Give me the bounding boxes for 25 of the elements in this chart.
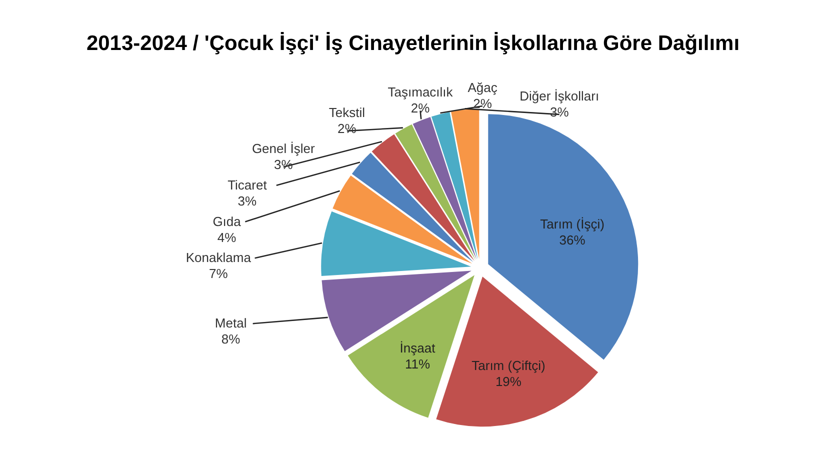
slice-label: Ticaret [228, 177, 268, 192]
chart-title: 2013-2024 / 'Çocuk İşçi' İş Cinayetlerinin İşkollarına Göre Dağılımı [86, 32, 740, 55]
slice-label: Ağaç [468, 80, 498, 96]
slice-label: Konaklama [186, 250, 252, 266]
data-label: 2% [338, 120, 357, 136]
slice-label: Taşımacılık [388, 84, 454, 100]
data-label: 8% [221, 332, 241, 347]
data-label: 36% [559, 232, 586, 248]
slice-label: Diğer İşkolları [520, 88, 600, 104]
slice-label: Gıda [212, 214, 242, 229]
slice-label: Tarım (Çiftçi) [472, 358, 546, 373]
data-label: 3% [238, 193, 258, 208]
data-label: 3% [550, 104, 570, 120]
data-label: 4% [217, 230, 237, 245]
slice-label: Tarım (İşçi) [540, 216, 604, 232]
data-label: 2% [473, 96, 492, 112]
data-label: 19% [495, 374, 522, 389]
slice-label: Tekstil [328, 104, 366, 120]
data-label: 7% [209, 266, 228, 282]
data-label: 2% [410, 100, 430, 116]
slice-label: Genel İşler [252, 141, 316, 156]
data-label: 3% [274, 157, 294, 172]
slice-label: Metal [214, 316, 247, 331]
data-label: 11% [404, 356, 430, 372]
slice-label: İnşaat [400, 340, 436, 356]
